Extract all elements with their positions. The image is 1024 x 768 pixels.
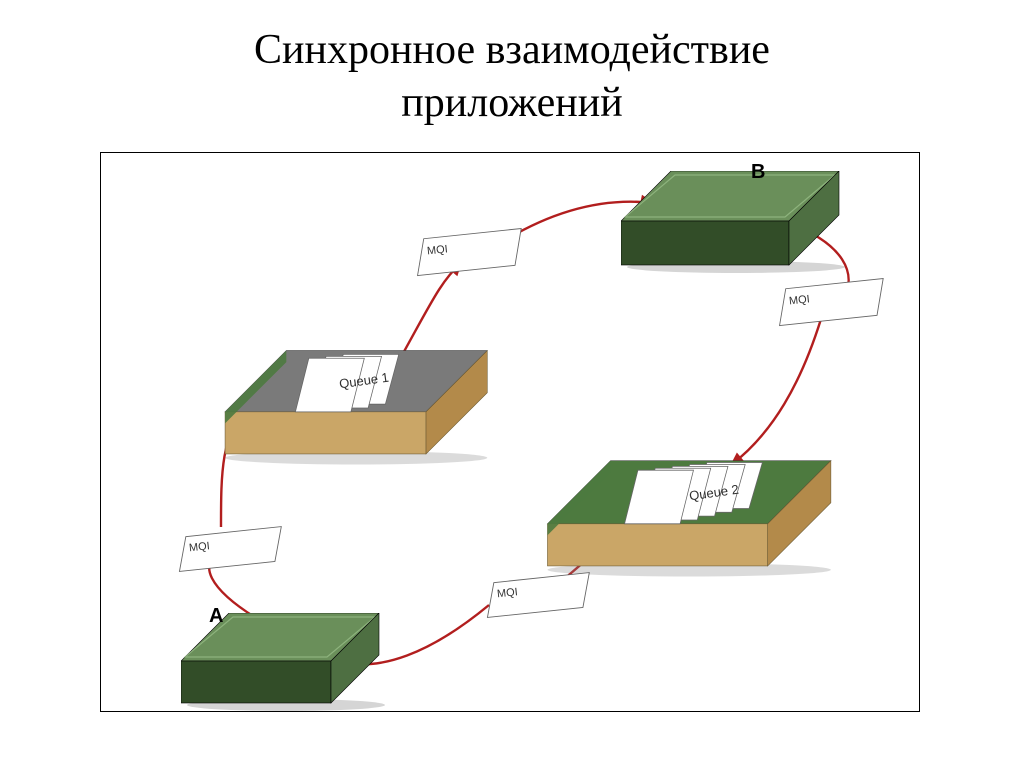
node-box-b: B [621,171,847,278]
diagram-frame: B Queue 1 Queue 2 A MQI MQI MQI MQI [100,152,920,712]
mqi-label: MQI [426,243,448,257]
box-a-label: A [209,605,223,628]
queue-2: Queue 2 [541,407,845,592]
queue-1: Queue 1 [219,297,501,480]
mqi-label: MQI [188,540,210,554]
page-title: Синхронное взаимодействие приложений [0,0,1024,129]
box-b-shape [621,171,847,273]
node-box-a: A [181,613,387,716]
title-line-2: приложений [401,80,622,126]
title-line-1: Синхронное взаимодействие [254,27,770,73]
mqi-label: MQI [788,293,810,307]
mqi-label: MQI [496,586,518,600]
box-b-label: B [751,161,765,184]
